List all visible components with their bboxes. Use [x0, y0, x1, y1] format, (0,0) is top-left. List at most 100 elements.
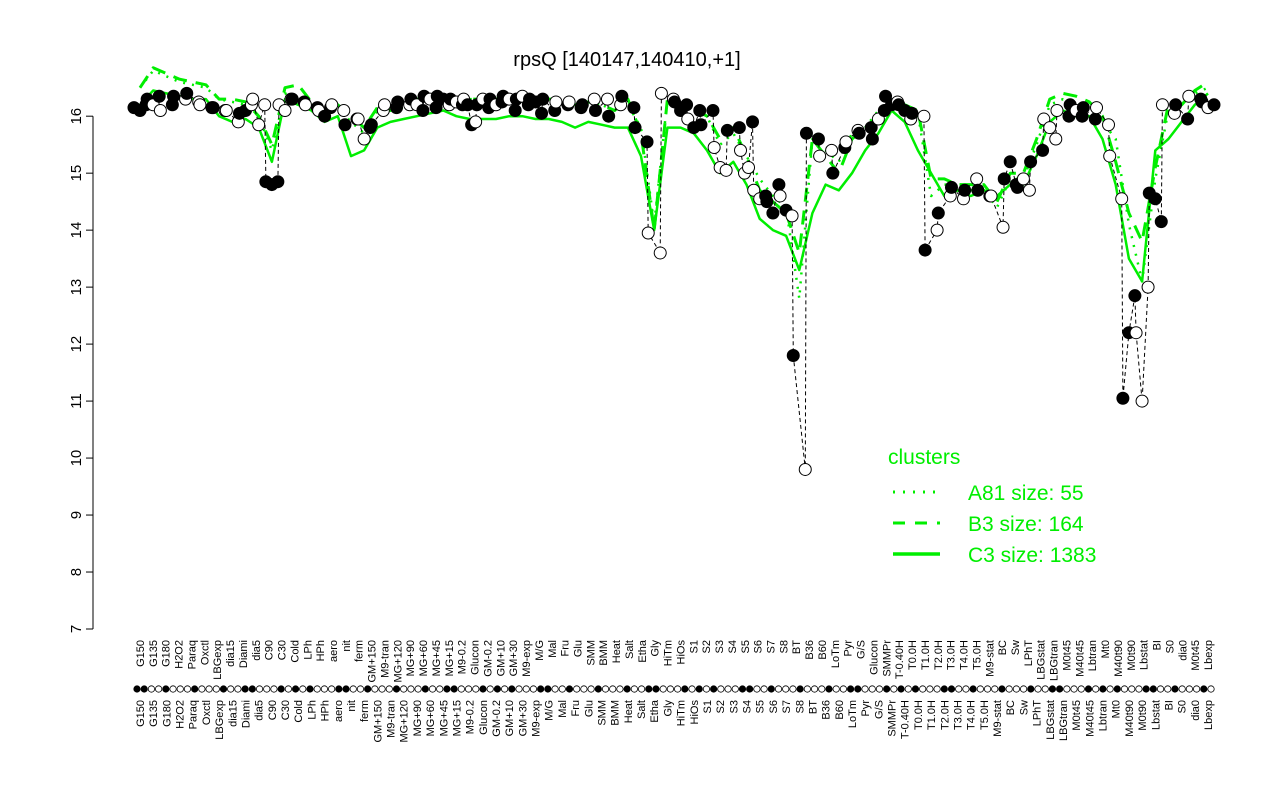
x-tick-label-top: LBGexp — [212, 640, 224, 680]
data-point-filled — [693, 103, 707, 117]
data-point-open — [719, 163, 733, 177]
data-point-filled — [535, 106, 549, 120]
x-tick-label-top: dia5 — [251, 640, 263, 661]
rug-mark — [1099, 685, 1107, 693]
x-tick-label-top: Lbexp — [1203, 640, 1215, 670]
data-point-filled — [826, 166, 840, 180]
rug-mark — [162, 685, 170, 693]
data-point-filled — [694, 118, 708, 132]
rug-mark — [450, 685, 458, 693]
x-tick-label: S0 — [1177, 700, 1189, 713]
x-tick-label-top: Etha — [637, 639, 649, 663]
data-point-open — [654, 86, 668, 100]
x-tick-label-top: HPh — [315, 640, 327, 661]
data-point-filled — [865, 132, 879, 146]
rug-mark — [695, 685, 703, 693]
rug-mark — [659, 685, 667, 693]
data-point-filled — [627, 101, 641, 115]
legend-title: clusters — [888, 446, 960, 469]
rug-mark — [955, 685, 963, 693]
x-tick-label-top: Mal — [547, 640, 559, 658]
x-tick-label-top: T1.0H — [920, 640, 932, 670]
data-point-open — [785, 209, 799, 223]
rug-mark — [1156, 685, 1165, 693]
data-point-filled — [852, 126, 866, 140]
rug-mark — [537, 685, 545, 693]
x-tick-label: S1 — [702, 700, 714, 713]
x-tick-label: G/S — [873, 700, 885, 719]
x-tick-label: M/G — [544, 700, 556, 721]
x-tick-label-top: T2.0H — [933, 640, 945, 670]
data-point-open — [193, 98, 207, 112]
rug-mark — [1005, 685, 1013, 693]
x-tick-label: Mt0 — [1111, 700, 1123, 718]
rug-mark — [501, 685, 509, 693]
rug-mark — [385, 685, 393, 693]
y-tick-label: 9 — [68, 511, 85, 519]
data-point-filled — [1088, 112, 1102, 126]
y-tick-label: 12 — [68, 336, 85, 353]
x-tick-label-top: MG+15 — [444, 640, 456, 676]
rug-mark — [147, 685, 156, 693]
data-point-filled — [391, 95, 405, 109]
data-point-open — [1102, 118, 1116, 132]
x-tick-label: Pyr — [860, 700, 872, 717]
data-point-open — [813, 149, 827, 163]
x-tick-label: GM+10 — [504, 700, 516, 736]
y-tick-label: 11 — [68, 393, 85, 409]
data-point-open — [930, 223, 944, 237]
rug-mark — [1106, 685, 1114, 693]
data-point-filled — [971, 183, 985, 197]
rug-mark — [328, 685, 336, 693]
rug-mark — [623, 685, 631, 693]
rug-mark — [796, 685, 804, 693]
rug-mark — [306, 685, 314, 693]
data-point-filled — [575, 98, 589, 112]
rug-mark — [219, 685, 228, 693]
rug-mark — [400, 685, 408, 693]
data-point-filled — [720, 123, 734, 137]
rug-mark — [789, 685, 797, 693]
x-tick-label-top: Mt0 — [1100, 640, 1112, 658]
rug-mark — [1041, 685, 1049, 693]
rug-mark — [1207, 685, 1215, 693]
data-point-filled — [167, 89, 181, 103]
x-tick-label: nit — [346, 700, 358, 712]
x-tick-label: M0t90 — [1137, 700, 1149, 731]
x-tick-label: S5 — [755, 700, 767, 713]
x-tick-label: Etha — [649, 699, 661, 723]
rug-mark — [897, 685, 905, 693]
x-tick-label: BC — [1005, 700, 1017, 715]
rug-mark — [140, 685, 148, 693]
x-tick-label: BI — [1163, 700, 1175, 710]
rug-mark — [255, 685, 264, 693]
y-tick-label: 16 — [68, 108, 85, 125]
rug-mark — [1142, 685, 1150, 693]
rug-mark — [1178, 685, 1186, 693]
rug-mark — [464, 685, 473, 693]
data-point-filled — [628, 121, 642, 135]
x-tick-label-top: G150 — [135, 640, 147, 667]
x-tick-label: G135 — [148, 700, 160, 727]
rug-mark — [277, 685, 285, 693]
rug-mark — [998, 685, 1006, 693]
data-point-filled — [416, 103, 430, 117]
rug-mark — [746, 685, 754, 693]
rug-mark — [522, 685, 530, 693]
x-tick-label: SMM — [596, 700, 608, 726]
x-tick-label: LoTm — [847, 700, 859, 728]
x-tick-label: Glu — [583, 700, 595, 717]
x-tick-label: T4.0H — [966, 700, 978, 730]
rug-mark — [436, 685, 444, 693]
x-axis-labels: G150 G135 G180 H2O2 Paraq Oxctl LBGexp dia15 Dia… — [135, 639, 1215, 742]
rug-mark — [565, 685, 574, 693]
data-point-filled — [1169, 98, 1183, 112]
rug-mark — [904, 685, 912, 693]
rug-mark — [508, 685, 516, 693]
rug-mark — [133, 685, 141, 693]
rug-mark — [868, 685, 876, 693]
x-tick-label: C90 — [267, 700, 279, 720]
data-point-filled — [706, 103, 720, 117]
x-tick-label: dia0 — [1190, 700, 1202, 721]
rug-mark — [731, 685, 739, 693]
